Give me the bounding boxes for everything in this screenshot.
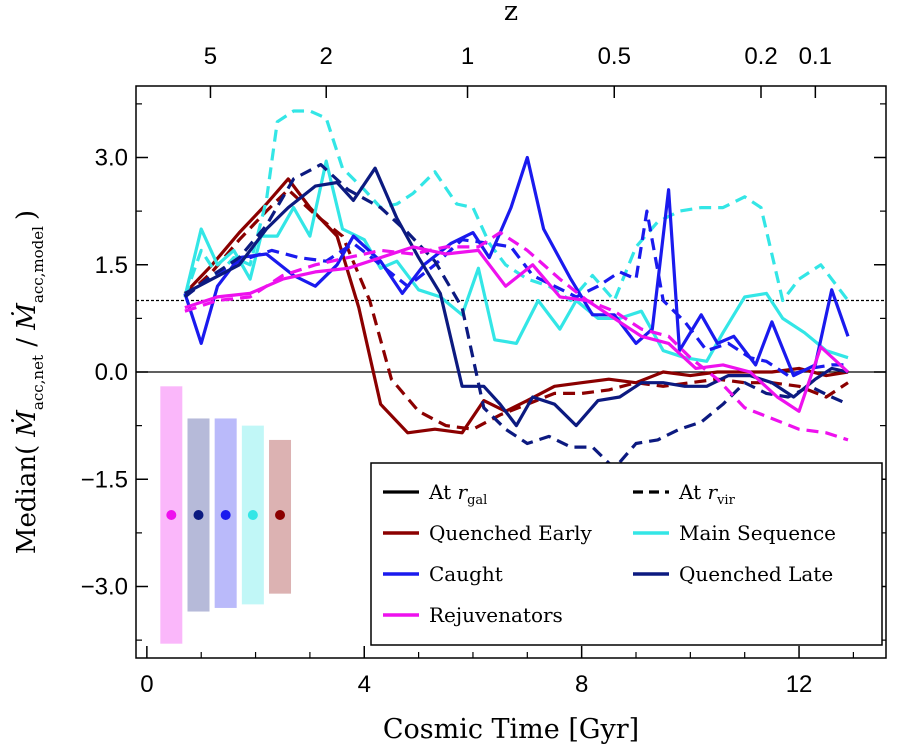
x-axis-title: Cosmic Time [Gyr] [383,714,639,745]
series-line-quenched-early-vir [183,188,849,431]
legend-label-main-sequence: Main Sequence [679,521,836,545]
legend-label-rejuvenators: Rejuvenators [429,603,563,627]
y-axis-title-prefix: Median( [12,445,42,554]
x-tick-label-0: 0 [140,671,153,698]
error-bar-point-3 [247,510,258,520]
axes: 0 4 8 12 3.0 1.5 0.0 −1.5 −3.0 5 2 1 0.5 0.2 0.1 [81,43,887,698]
x-tick-label-3: 12 [786,671,813,698]
legend-label-solid: At rgal [428,480,487,508]
series-line-caught-gal [183,155,850,378]
error-bar-point-2 [220,510,231,520]
y-axis-title: Median(Ṁacc,net / Ṁacc,model) [11,210,47,554]
error-bar-point-0 [166,510,177,520]
top-tick-label-4: 0.2 [744,43,777,70]
top-tick-label-5: 0.1 [799,43,832,70]
top-tick-label-2: 1 [461,43,474,70]
legend-label-quenched-early: Quenched Early [429,521,593,545]
error-bar-point-4 [275,510,286,520]
y-tick-label-3: −1.5 [81,466,128,493]
legend: At rgal At rvir Quenched Early Main Sequenc… [370,462,883,646]
error-bar-layer [160,386,292,644]
series-line-main-sequence-gal [183,159,849,363]
y-axis-title-num-sub: acc,net [29,355,47,410]
top-tick-label-1: 2 [320,43,333,70]
y-tick-label-2: 0.0 [95,359,128,386]
legend-label-dashed: At rvir [678,480,736,508]
x-tick-label-1: 4 [358,671,371,698]
series-line-main-sequence-vir [183,109,850,303]
y-axis-title-suffix: ) [12,210,42,220]
y-axis-title-den-sub: acc,model [29,226,47,303]
series-layer [183,109,850,471]
y-tick-label-1: 1.5 [95,252,128,279]
legend-label-quenched-late: Quenched Late [679,562,833,586]
error-bar-point-1 [193,510,204,520]
y-tick-label-4: −3.0 [81,574,128,601]
reference-lines [136,299,886,373]
top-tick-label-0: 5 [204,43,217,70]
series-line-quenched-late-vir [183,163,849,471]
legend-box [370,462,883,646]
svg-text:Median(Ṁacc,net / Ṁacc,model): Median(Ṁacc,net / Ṁacc,model) [11,210,47,554]
top-tick-label-3: 0.5 [598,43,631,70]
x-tick-label-2: 8 [575,671,588,698]
top-axis-title: z [504,0,518,27]
y-tick-label-0: 3.0 [95,145,128,172]
series-line-rejuvenators-gal [184,245,850,413]
series-line-quenched-late-gal [184,166,849,428]
series-line-rejuvenators-vir [184,231,849,442]
series-line-quenched-early-gal [183,177,849,435]
legend-label-caught: Caught [429,562,503,586]
series-line-caught-vir [183,209,848,378]
